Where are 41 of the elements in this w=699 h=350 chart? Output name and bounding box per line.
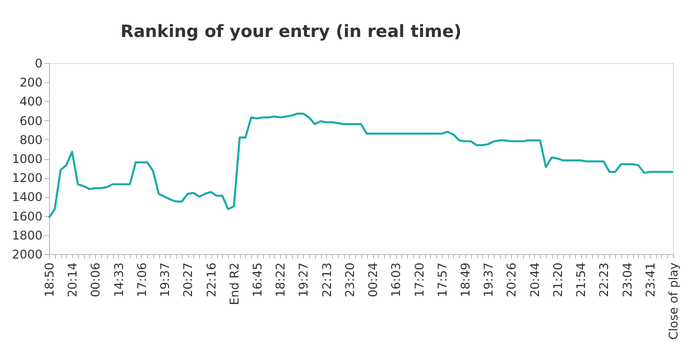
y-tick-label: 1000 bbox=[12, 152, 42, 166]
x-tick-label: 00:24 bbox=[366, 262, 380, 298]
x-tick-label: 18:50 bbox=[42, 262, 56, 298]
y-tick-label: 2000 bbox=[12, 248, 42, 262]
x-tick-label: 20:27 bbox=[181, 262, 196, 298]
y-tick-label: 600 bbox=[20, 114, 42, 128]
y-tick-label: 200 bbox=[20, 76, 42, 90]
x-tick-label: 20:44 bbox=[528, 262, 542, 298]
x-tick-label: 14:33 bbox=[112, 262, 126, 298]
x-tick-label: 23:41 bbox=[643, 262, 658, 298]
x-tick-label: 19:37 bbox=[158, 262, 172, 298]
y-tick-label: 1400 bbox=[12, 190, 42, 204]
x-tick-label: Close of play bbox=[666, 262, 680, 340]
x-tick-label: 16:45 bbox=[250, 262, 264, 298]
chart-title: Ranking of your entry (in real time) bbox=[120, 22, 462, 42]
x-tick-label: 22:16 bbox=[204, 262, 218, 298]
x-tick-label: 23:20 bbox=[342, 262, 357, 298]
y-tick-label: 800 bbox=[20, 132, 42, 147]
x-tick-label: 17:20 bbox=[412, 262, 426, 298]
x-tick-label: 20:14 bbox=[66, 262, 80, 298]
x-tick-label: 17:06 bbox=[134, 262, 149, 298]
y-tick-label: 400 bbox=[20, 94, 42, 109]
x-tick-label: 21:20 bbox=[550, 262, 565, 298]
x-tick-label: 21:54 bbox=[574, 262, 588, 298]
x-tick-label: 00:06 bbox=[88, 262, 103, 298]
x-tick-label: End R2 bbox=[227, 262, 242, 306]
x-tick-label: 23:04 bbox=[620, 262, 634, 298]
x-tick-label: 16:03 bbox=[389, 262, 404, 298]
x-tick-label: 17:57 bbox=[435, 262, 450, 298]
line-series bbox=[48, 112, 674, 219]
y-tick-label: 1600 bbox=[12, 209, 42, 224]
x-tick-label: 22:23 bbox=[597, 262, 612, 298]
x-tick-label: 19:37 bbox=[482, 262, 496, 298]
x-tick-label: 19:27 bbox=[296, 262, 311, 298]
x-tick-label: 20:26 bbox=[504, 262, 519, 298]
y-tick-label: 1800 bbox=[12, 228, 42, 242]
x-tick-label: 22:13 bbox=[320, 262, 334, 298]
x-tick-label: 18:49 bbox=[458, 262, 472, 298]
y-tick-label: 1200 bbox=[12, 171, 42, 186]
y-tick-label: 0 bbox=[34, 56, 42, 70]
x-tick-label: 18:22 bbox=[274, 262, 288, 298]
